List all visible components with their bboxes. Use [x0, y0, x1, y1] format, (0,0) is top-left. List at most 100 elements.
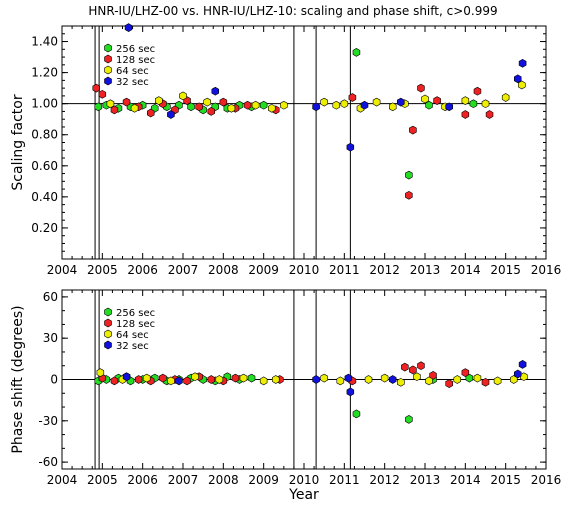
- top-y-tick-label: 0.40: [31, 190, 58, 204]
- bottom-data-point: [461, 368, 470, 377]
- bottom-legend-label: 64 sec: [116, 330, 149, 341]
- bottom-data-point: [247, 373, 256, 383]
- bottom-data-point: [413, 372, 421, 382]
- bottom-y-tick-label: 30: [43, 331, 58, 345]
- bottom-data-point: [425, 376, 433, 386]
- top-x-tick-label: 2004: [47, 263, 78, 277]
- top-legend-label: 128 sec: [116, 55, 155, 66]
- bottom-y-tick-label: 0: [50, 373, 58, 387]
- top-data-point: [106, 99, 115, 109]
- bottom-data-point: [481, 377, 490, 387]
- bottom-data-point: [122, 372, 131, 382]
- bottom-data-point: [183, 376, 191, 386]
- bottom-y-tick-label: -60: [38, 455, 58, 469]
- bottom-data-point: [445, 379, 454, 388]
- top-legend-marker: [104, 43, 112, 53]
- bottom-data-point: [259, 376, 268, 386]
- bottom-x-tick-label: 2016: [531, 473, 562, 487]
- top-x-tick-label: 2011: [329, 263, 360, 277]
- top-data-point: [340, 99, 349, 109]
- top-data-point: [98, 89, 107, 99]
- bottom-data-point: [396, 377, 405, 387]
- bottom-x-tick-label: 2005: [87, 473, 118, 487]
- top-x-tick-label: 2009: [248, 263, 279, 277]
- top-data-point: [396, 97, 405, 107]
- top-data-point: [94, 102, 103, 112]
- bottom-data-point: [352, 409, 361, 419]
- top-data-point: [187, 102, 195, 112]
- top-data-point: [207, 107, 215, 116]
- bottom-legend-label: 32 sec: [116, 341, 149, 352]
- top-data-point: [513, 74, 522, 84]
- top-data-point: [348, 93, 357, 102]
- top-x-tick-label: 2008: [208, 263, 239, 277]
- bottom-data-point: [320, 373, 328, 383]
- chart-title: HNR-IU/LHZ-00 vs. HNR-IU/LHZ-10: scaling…: [88, 4, 497, 18]
- bottom-x-tick-label: 2011: [329, 473, 360, 487]
- top-x-tick-label: 2007: [168, 263, 199, 277]
- bottom-x-tick-label: 2004: [47, 473, 78, 487]
- top-legend-label: 256 sec: [116, 44, 155, 55]
- bottom-x-tick-label: 2013: [410, 473, 441, 487]
- top-data-point: [267, 103, 276, 113]
- top-legend-label: 32 sec: [116, 77, 149, 88]
- bottom-data-point: [271, 375, 280, 384]
- bottom-data-point: [142, 373, 151, 383]
- top-data-point: [280, 100, 288, 110]
- bottom-data-point: [239, 373, 248, 383]
- top-y-tick-label: 1.00: [31, 97, 58, 111]
- bottom-data-point: [159, 373, 167, 383]
- bottom-x-tick-label: 2015: [490, 473, 521, 487]
- top-data-point: [167, 110, 175, 119]
- top-data-point: [409, 125, 417, 135]
- bottom-data-point: [96, 368, 105, 377]
- top-data-point: [425, 100, 433, 110]
- top-x-tick-label: 2010: [289, 263, 320, 277]
- top-y-tick-label: 0.20: [31, 221, 58, 235]
- top-data-point: [211, 86, 219, 96]
- top-y-tick-label: 1.20: [31, 66, 58, 80]
- bottom-data-point: [380, 373, 389, 383]
- top-data-point: [372, 97, 381, 107]
- top-data-point: [320, 97, 328, 107]
- top-data-point: [259, 100, 268, 110]
- bottom-data-point: [473, 373, 482, 383]
- bottom-legend-marker: [104, 340, 112, 350]
- top-x-tick-label: 2014: [450, 263, 481, 277]
- bottom-legend-label: 256 sec: [116, 308, 155, 319]
- phase-shift-panel: 2004 2005 2006 2007 2008 2009 2010 2011 2012 2013…: [10, 289, 562, 503]
- top-y-tick-label: 0.60: [31, 159, 58, 173]
- bottom-data-point: [513, 369, 522, 379]
- top-data-point: [92, 83, 100, 93]
- bottom-data-point: [191, 372, 199, 382]
- top-legend-marker: [104, 54, 112, 64]
- top-data-point: [203, 97, 211, 107]
- top-data-point: [227, 103, 236, 113]
- bottom-y-tick-label: 60: [43, 290, 58, 304]
- bottom-x-tick-label: 2010: [289, 473, 320, 487]
- bottom-data-point: [364, 375, 373, 384]
- bottom-x-tick-label: 2009: [248, 473, 279, 487]
- bottom-x-tick-label: 2012: [369, 473, 400, 487]
- bottom-data-point: [215, 375, 224, 384]
- top-data-point: [469, 99, 478, 109]
- top-data-point: [461, 96, 470, 105]
- bottom-data-point: [429, 371, 437, 380]
- top-data-point: [251, 100, 260, 110]
- bottom-data-point: [312, 375, 320, 384]
- bottom-data-point: [207, 375, 215, 384]
- top-data-point: [405, 190, 413, 200]
- bottom-data-point: [409, 365, 417, 375]
- top-x-tick-label: 2016: [531, 263, 562, 277]
- bottom-data-point: [175, 376, 183, 386]
- top-data-point: [352, 48, 361, 57]
- top-data-point: [518, 58, 527, 68]
- top-data-point: [147, 108, 155, 118]
- top-data-point: [312, 102, 320, 112]
- top-legend-marker: [104, 65, 112, 75]
- bottom-legend-marker: [104, 329, 112, 339]
- bottom-x-axis-label: Year: [288, 487, 319, 503]
- bottom-data-point: [110, 376, 119, 386]
- bottom-y-axis-label: Phase shift (degrees): [10, 305, 26, 453]
